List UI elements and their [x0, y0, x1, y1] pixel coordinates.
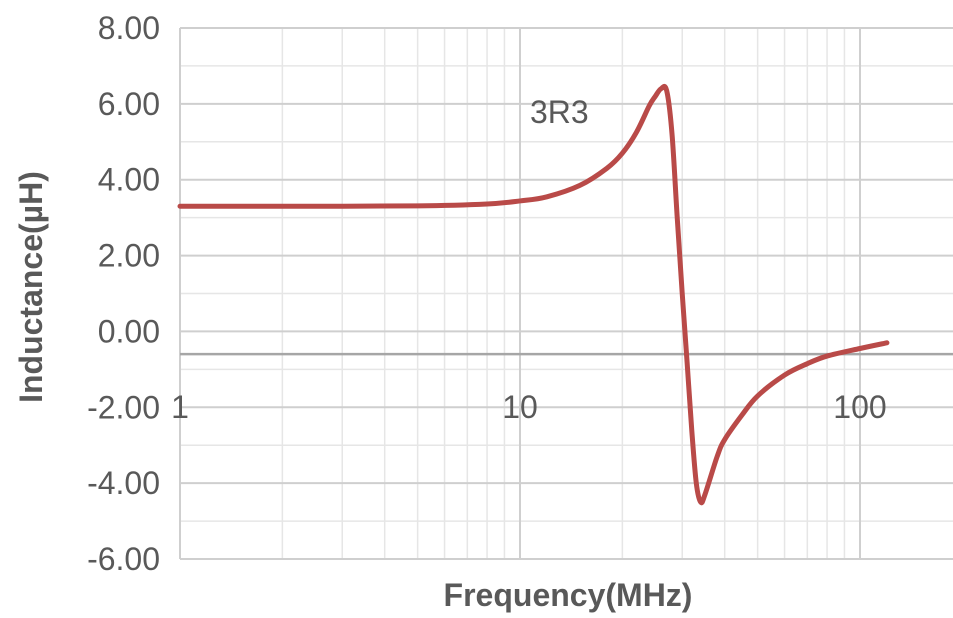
grid-major	[179, 27, 953, 560]
y-tick-label: 8.00	[98, 10, 160, 46]
y-tick-label: 2.00	[98, 238, 160, 274]
series-label-3r3: 3R3	[530, 94, 589, 130]
y-tick-label: 0.00	[98, 313, 160, 349]
x-tick-label: 1	[171, 389, 189, 425]
y-tick-label: -6.00	[87, 541, 160, 577]
y-tick-label: 6.00	[98, 86, 160, 122]
y-axis-title: Inductance(µH)	[13, 171, 49, 403]
x-tick-label: 100	[833, 389, 886, 425]
y-tick-label: 4.00	[98, 162, 160, 198]
y-tick-label: -2.00	[87, 389, 160, 425]
y-tick-label: -4.00	[87, 465, 160, 501]
x-tick-labels: 1 10 100	[171, 389, 887, 425]
y-tick-labels: 8.00 6.00 4.00 2.00 0.00 -2.00 -4.00 -6.00	[87, 10, 160, 577]
series-group	[177, 83, 890, 506]
x-axis-title: Frequency(MHz)	[444, 577, 693, 613]
series-line-3r3	[177, 83, 890, 506]
grid-minor	[179, 28, 953, 559]
x-tick-label: 10	[502, 389, 538, 425]
